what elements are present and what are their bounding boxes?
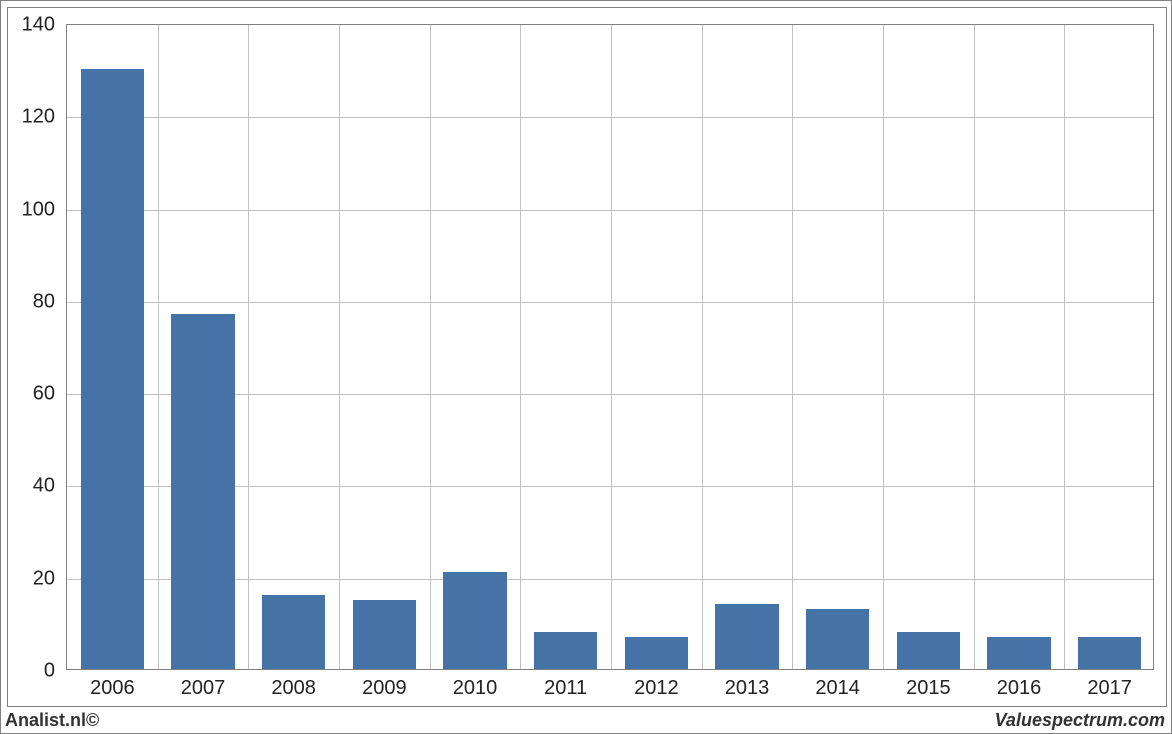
gridline-v bbox=[611, 25, 612, 669]
bar bbox=[897, 632, 960, 669]
gridline-v bbox=[248, 25, 249, 669]
footer-right: Valuespectrum.com bbox=[995, 710, 1165, 731]
gridline-v bbox=[430, 25, 431, 669]
xtick-label: 2006 bbox=[90, 677, 135, 700]
bar bbox=[987, 637, 1050, 669]
xtick-label: 2010 bbox=[453, 677, 498, 700]
xtick-label: 2008 bbox=[271, 677, 316, 700]
bar bbox=[171, 314, 234, 669]
ytick-label: 60 bbox=[9, 383, 55, 406]
xtick-label: 2017 bbox=[1087, 677, 1132, 700]
xtick-label: 2011 bbox=[544, 677, 587, 700]
plot-area: 0204060801001201402006200720082009201020… bbox=[66, 24, 1154, 670]
chart-frame: 0 20 40 60 80 100 120 140 2006 2007 2008 2009 2010 20… bbox=[7, 7, 1167, 707]
chart-container: 0 20 40 60 80 100 120 140 2006 2007 2008 2009 2010 20… bbox=[0, 0, 1172, 734]
bar bbox=[1078, 637, 1141, 669]
bar bbox=[262, 595, 325, 669]
gridline-v bbox=[792, 25, 793, 669]
xtick-label: 2009 bbox=[362, 677, 407, 700]
ytick-label: 80 bbox=[9, 290, 55, 313]
bar bbox=[806, 609, 869, 669]
bar bbox=[715, 604, 778, 669]
bar bbox=[534, 632, 597, 669]
xtick-label: 2014 bbox=[815, 677, 860, 700]
gridline-h bbox=[67, 302, 1153, 303]
xtick-label: 2007 bbox=[181, 677, 226, 700]
bar bbox=[625, 637, 688, 669]
gridline-v bbox=[883, 25, 884, 669]
gridline-v bbox=[974, 25, 975, 669]
bar bbox=[443, 572, 506, 669]
bar bbox=[353, 600, 416, 669]
ytick-label: 120 bbox=[9, 106, 55, 129]
xtick-label: 2016 bbox=[997, 677, 1042, 700]
ytick-label: 140 bbox=[9, 14, 55, 37]
gridline-h bbox=[67, 117, 1153, 118]
ytick-label: 40 bbox=[9, 475, 55, 498]
ytick-label: 20 bbox=[9, 567, 55, 590]
gridline-v bbox=[1064, 25, 1065, 669]
footer-left: Analist.nl© bbox=[5, 710, 99, 731]
gridline-h bbox=[67, 210, 1153, 211]
gridline-v bbox=[158, 25, 159, 669]
xtick-label: 2015 bbox=[906, 677, 951, 700]
bar bbox=[81, 69, 144, 669]
ytick-label: 100 bbox=[9, 198, 55, 221]
gridline-v bbox=[520, 25, 521, 669]
xtick-label: 2013 bbox=[725, 677, 770, 700]
xtick-label: 2012 bbox=[634, 677, 679, 700]
gridline-v bbox=[702, 25, 703, 669]
gridline-v bbox=[339, 25, 340, 669]
ytick-label: 0 bbox=[9, 660, 55, 683]
